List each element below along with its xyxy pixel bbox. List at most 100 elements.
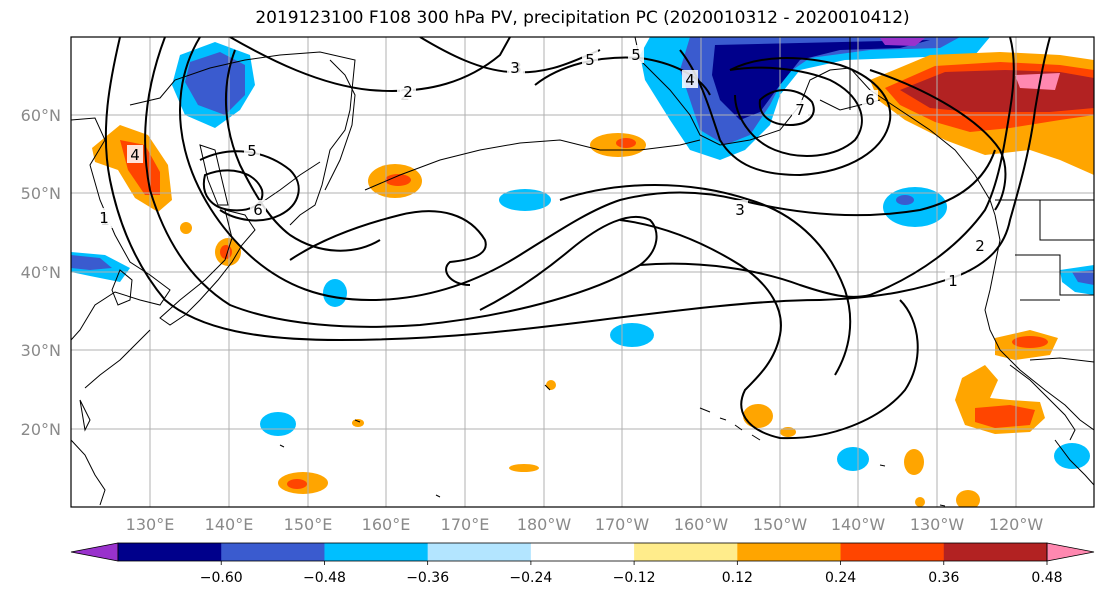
lon-tick-label: 130°E (126, 515, 175, 534)
axis-ticks: 60°N 50°N 40°N 30°N 20°N 130°E 140°E 150°E 160°E… (21, 106, 1044, 534)
positive-anomaly-california-core (1012, 336, 1048, 348)
colorbar-extend-min (70, 542, 119, 562)
map-frame (70, 36, 1095, 508)
negative-anomaly-1 (499, 189, 551, 211)
lat-tick-label: 30°N (21, 341, 61, 360)
coast-bc (984, 214, 1094, 431)
contour-label: 6 (865, 91, 875, 109)
contour-label: 5 (585, 51, 595, 69)
contour-label-bg (862, 90, 878, 108)
contour-label-bg (507, 58, 523, 76)
contour-5-alaska (679, 49, 892, 177)
contour-south-outer (559, 184, 852, 376)
negative-anomaly-4 (610, 323, 654, 347)
coastlines (71, 37, 1094, 507)
colorbar-tick-label: 0.12 (722, 570, 753, 586)
contour-label-bg (732, 200, 748, 218)
contour-7-alaska (758, 89, 815, 127)
contour-outer-east (869, 69, 1007, 211)
negative-anomaly-7 (1054, 443, 1090, 469)
contour-label: 1 (948, 272, 958, 290)
contour-1-west (104, 37, 821, 342)
negative-anomaly-2-core (896, 195, 914, 205)
figure-title: 2019123100 F108 300 hPa PV, precipitatio… (255, 8, 910, 28)
contour-label: 2 (403, 83, 413, 101)
coast-baja (1009, 364, 1076, 441)
contour-label-bg (792, 100, 808, 118)
contour-label: 4 (685, 71, 695, 89)
lon-tick-label: 140°W (831, 515, 886, 534)
coast-asia (71, 117, 171, 341)
colorbar-tick-label: 0.36 (928, 570, 959, 586)
colorbar-tick-label: −0.12 (613, 570, 656, 586)
colorbar-tick-label: −0.36 (406, 570, 449, 586)
contour-1-north (229, 37, 511, 92)
positive-anomaly-kurils-core (385, 174, 411, 186)
positive-anomaly-small-6 (509, 464, 539, 472)
coast-taiwan (79, 399, 91, 432)
contour-label-bg (127, 145, 143, 163)
contour-label: 4 (130, 146, 140, 164)
contour-6-alaska (729, 66, 863, 157)
contour-label-bg (945, 271, 961, 289)
coast-kurils (257, 161, 321, 206)
lon-tick-label: 180°W (517, 515, 572, 534)
contour-label-bg (244, 141, 260, 159)
positive-anomaly-small-10 (915, 497, 925, 507)
coast-japan (159, 209, 256, 326)
positive-anomaly-small-7 (546, 380, 556, 390)
lon-tick-label: 160°E (362, 515, 411, 534)
coast-sakhalin (199, 144, 229, 206)
contour-label: 2 (975, 237, 985, 255)
lat-tick-label: 20°N (21, 420, 61, 439)
lon-tick-label: 150°E (284, 515, 333, 534)
contour-label-bg (582, 50, 598, 68)
contour-label-bg (628, 45, 644, 63)
border-mexico (1029, 357, 1094, 363)
colorbar-segment (221, 543, 325, 561)
contour-label: 7 (795, 101, 805, 119)
contour-label-bg (682, 70, 698, 88)
colorbar-tick-label: −0.24 (509, 570, 552, 586)
positive-anomaly-small-9 (956, 490, 980, 507)
colorbar-outline (117, 542, 1048, 562)
negative-anomaly-8-core (1072, 270, 1094, 285)
positive-anomaly-small-3 (743, 404, 773, 428)
contour-label: 1 (99, 209, 109, 227)
contour-label-bg (96, 208, 112, 226)
coast-okhotsk (129, 51, 356, 226)
colorbar-segment (634, 543, 738, 561)
positive-anomaly-small-2-core (287, 479, 307, 489)
contour-3 (179, 37, 996, 302)
lat-tick-label: 40°N (21, 263, 61, 282)
colorbar-segment (737, 543, 842, 561)
contour-label-bg (250, 200, 266, 218)
contour-label: 3 (735, 201, 745, 219)
contour-label: 5 (247, 142, 257, 160)
colorbar-tick-label: 0.24 (825, 570, 856, 586)
contour-label-bg (400, 82, 416, 100)
colorbar-tick-label: 0.48 (1031, 570, 1062, 586)
coast-aleutians (364, 139, 701, 191)
colorbar-segment (530, 543, 635, 561)
lon-tick-label: 170°E (441, 515, 490, 534)
positive-anomaly-small-5 (904, 449, 924, 475)
coast-korea (111, 269, 133, 306)
border-states-1 (1039, 200, 1094, 241)
contour-2-right (639, 37, 1015, 298)
coast-mexico (1054, 439, 1094, 486)
contour-labels: 12345654321567321 (96, 45, 988, 290)
negative-anomaly-6 (837, 447, 869, 471)
contour-3-inner (289, 210, 487, 286)
positive-anomaly-small-1 (180, 222, 192, 234)
graticule (71, 37, 1094, 507)
positive-anomaly-canada-pink (1015, 73, 1060, 90)
coast-islands (279, 384, 946, 507)
lon-tick-label: 150°W (753, 515, 808, 534)
colorbar-segment (427, 543, 532, 561)
positive-anomaly-baja-core (975, 405, 1035, 428)
contour-label: 3 (510, 59, 520, 77)
negative-anomaly-5 (260, 412, 296, 436)
lon-tick-label: 170°W (595, 515, 650, 534)
